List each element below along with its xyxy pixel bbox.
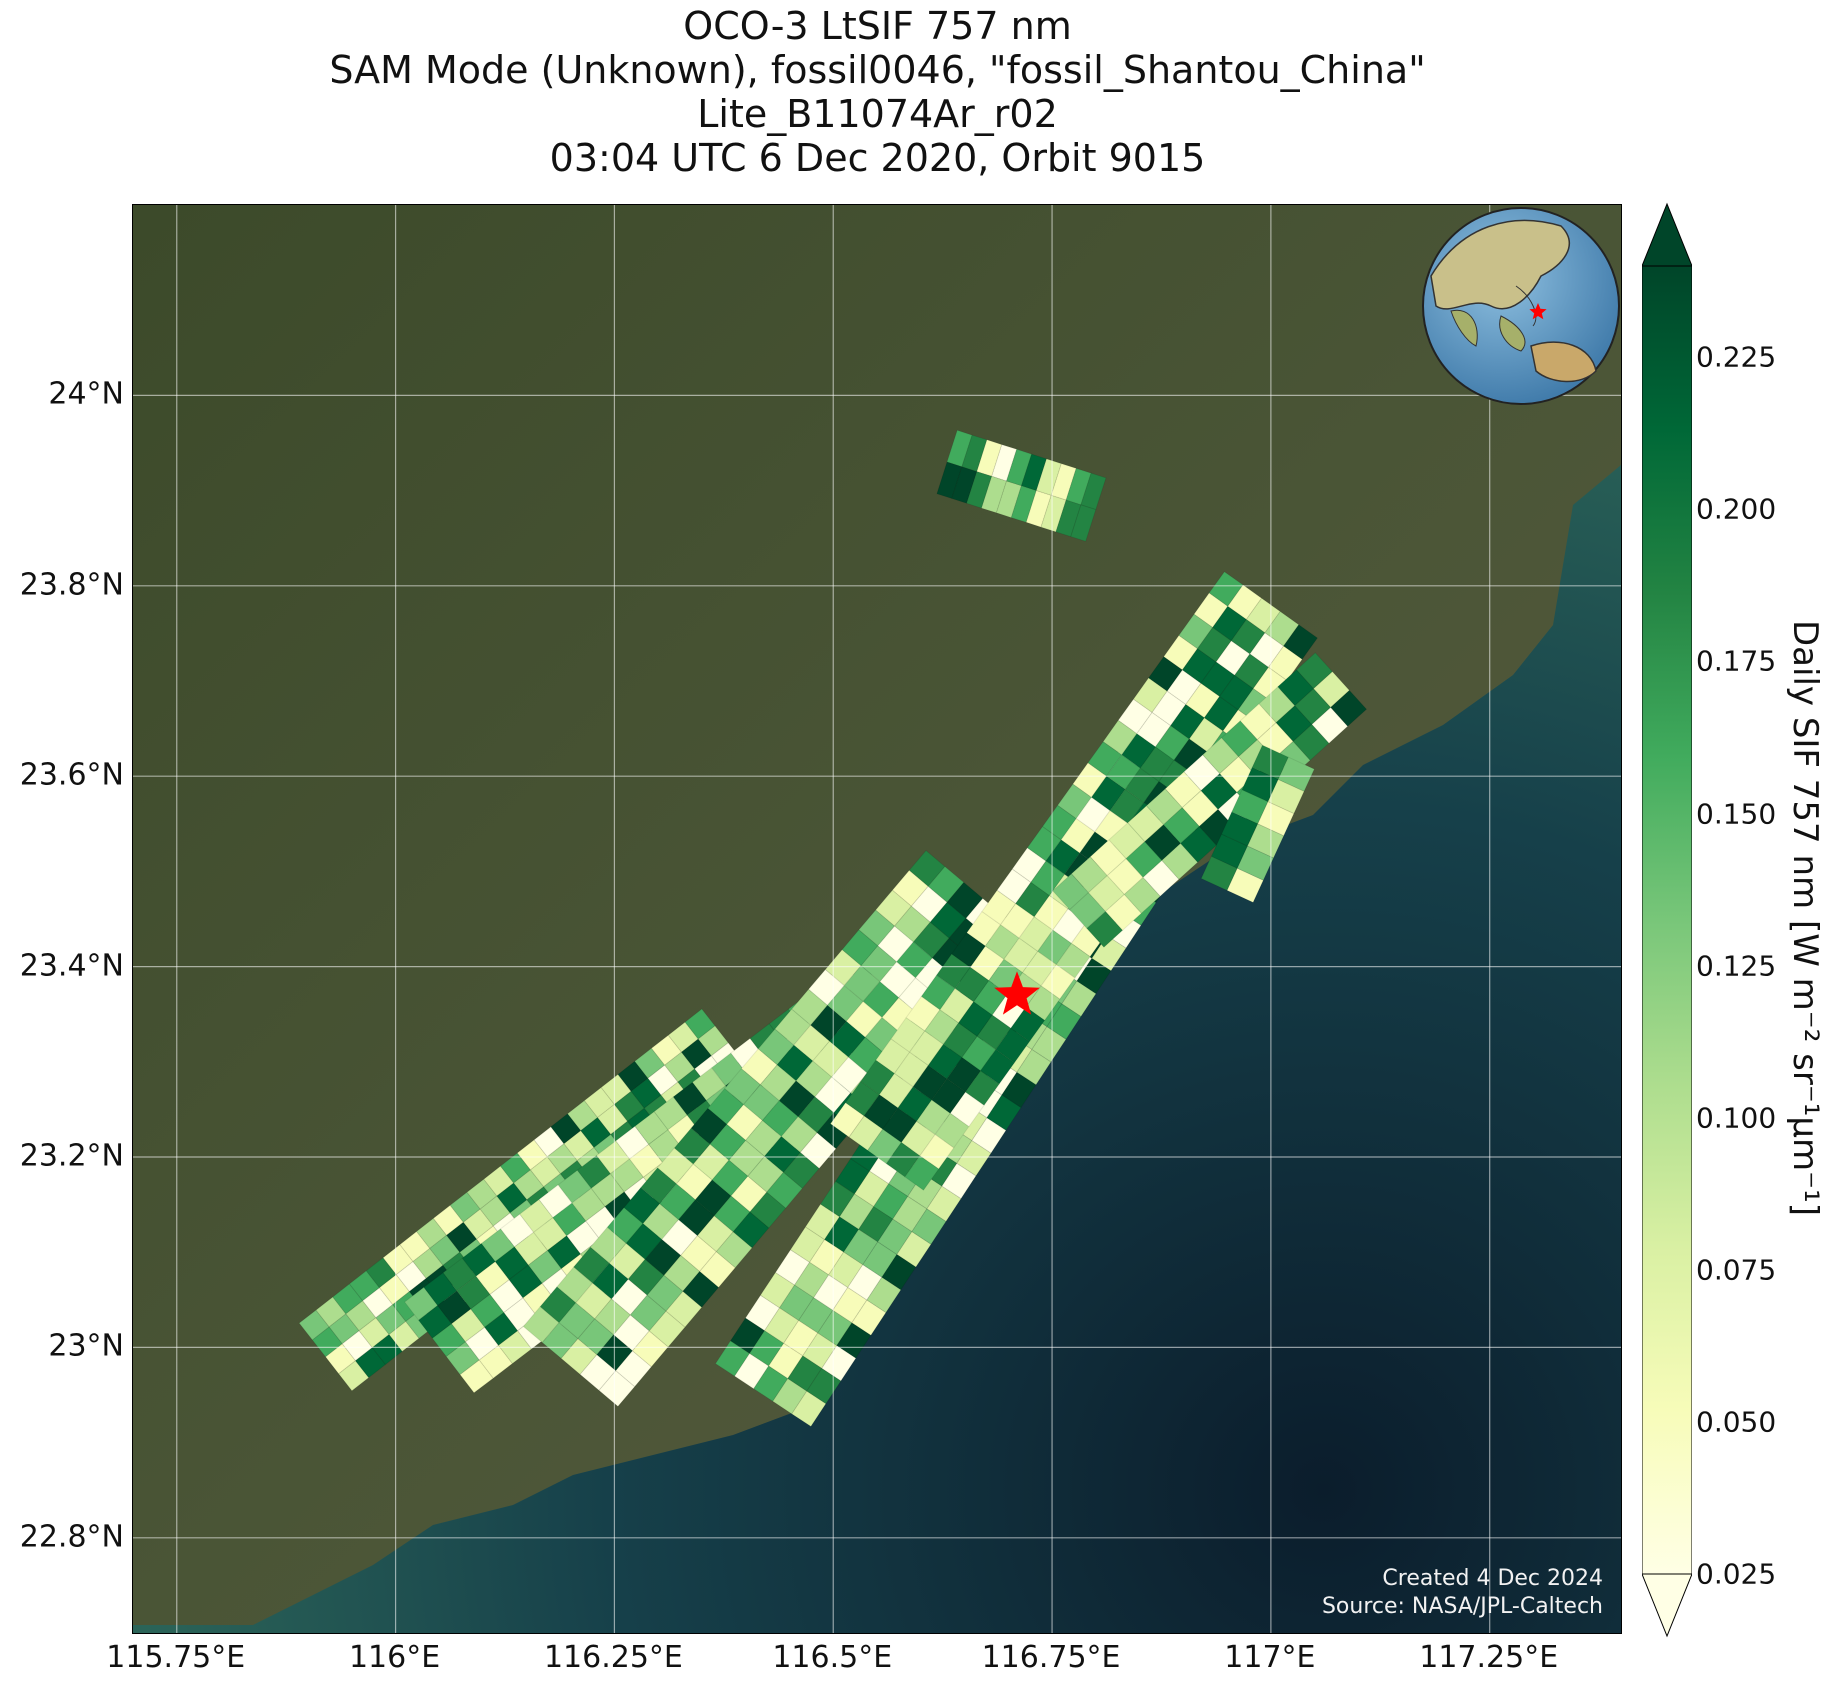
lat-tick-label: 23°N: [48, 1328, 124, 1364]
lat-tick-label: 24°N: [48, 376, 124, 412]
lat-tick-label: 23.6°N: [19, 757, 124, 793]
lon-tick-label: 115.75°E: [106, 1640, 246, 1675]
colorbar-tick-label: 0.225: [1696, 340, 1777, 374]
globe-star-marker: [1529, 303, 1547, 320]
colorbar-gradient: [1642, 265, 1692, 1575]
lat-tick-label: 22.8°N: [19, 1519, 124, 1555]
sif-sounding-cell: [1277, 756, 1315, 792]
colorbar-tick-label: 0.150: [1696, 797, 1777, 831]
figure-title: OCO-3 LtSIF 757 nm SAM Mode (Unknown), f…: [0, 4, 1755, 180]
colorbar-tick-label: 0.050: [1696, 1405, 1777, 1439]
colorbar-tick-label: 0.025: [1696, 1557, 1777, 1591]
colorbar-tick-label: 0.175: [1696, 644, 1777, 678]
sif-sounding-cell: [1282, 624, 1319, 660]
sif-sounding-cell: [1070, 504, 1097, 543]
lon-tick-label: 117.25°E: [1419, 1640, 1559, 1675]
credit-source: Source: NASA/JPL-Caltech: [1321, 1594, 1603, 1619]
lon-tick-label: 116°E: [348, 1640, 441, 1675]
lat-tick-label: 23.4°N: [19, 948, 124, 984]
target-star-icon: [994, 971, 1040, 1015]
credit-created: Created 4 Dec 2024: [1382, 1566, 1603, 1591]
colorbar-min-extend: [1642, 1573, 1692, 1638]
colorbar-tick-label: 0.200: [1696, 492, 1777, 526]
lon-tick-label: 117°E: [1224, 1640, 1316, 1675]
title-line-2: SAM Mode (Unknown), fossil0046, "fossil_…: [329, 48, 1426, 92]
title-line-4: 03:04 UTC 6 Dec 2020, Orbit 9015: [549, 136, 1206, 180]
lon-tick-label: 116.5°E: [772, 1640, 893, 1675]
lon-tick-label: 116.25°E: [543, 1640, 683, 1675]
lat-tick-label: 23.8°N: [19, 567, 124, 603]
credit-note: Created 4 Dec 2024 Source: NASA/JPL-Calt…: [1322, 1565, 1603, 1621]
lon-tick-label: 116.75°E: [981, 1640, 1121, 1675]
colorbar-max-extend: [1642, 202, 1692, 267]
title-line-1: OCO-3 LtSIF 757 nm: [683, 4, 1072, 48]
graticule: [133, 205, 1621, 1633]
colorbar: [1642, 202, 1692, 1638]
colorbar-tick-label: 0.100: [1696, 1101, 1777, 1135]
title-line-3: Lite_B11074Ar_r02: [697, 92, 1058, 136]
sif-sounding-cell: [1329, 689, 1368, 727]
sif-swaths: [298, 429, 1368, 1428]
colorbar-label: Daily SIF 757 nm [W m⁻² sr⁻¹μm⁻¹]: [1785, 619, 1825, 1217]
target-layer: [994, 971, 1040, 1015]
map-canvas: [133, 205, 1621, 1633]
colorbar-tick-label: 0.075: [1696, 1253, 1777, 1287]
inset-globe: [1422, 207, 1620, 405]
inset-globe-star-icon: [1529, 303, 1547, 320]
lat-tick-label: 23.2°N: [19, 1138, 124, 1174]
colorbar-tick-label: 0.125: [1696, 949, 1777, 983]
map-panel: Created 4 Dec 2024 Source: NASA/JPL-Calt…: [132, 204, 1622, 1634]
